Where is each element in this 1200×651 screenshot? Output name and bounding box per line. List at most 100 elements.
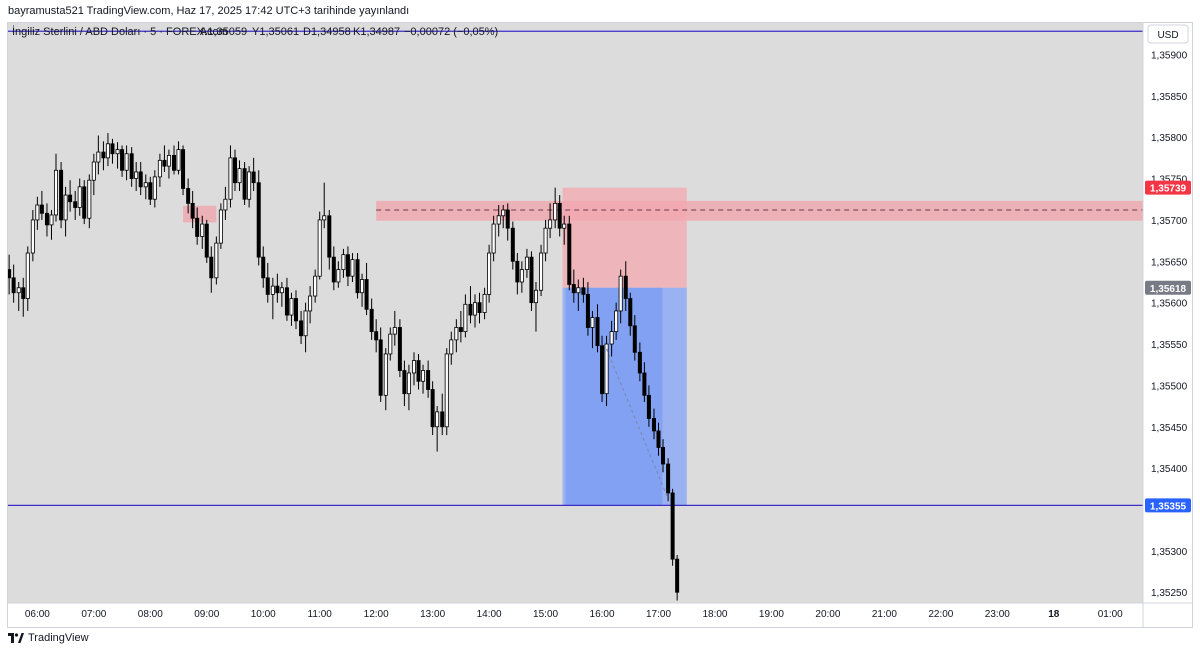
candle bbox=[30, 209, 35, 262]
candle-body bbox=[293, 298, 298, 322]
candle bbox=[472, 294, 477, 328]
currency-button[interactable] bbox=[1147, 24, 1189, 44]
candle bbox=[313, 269, 318, 303]
candle-body bbox=[440, 411, 445, 428]
candle bbox=[529, 251, 534, 311]
candle-body bbox=[228, 157, 233, 200]
candle-body bbox=[96, 151, 101, 163]
candle bbox=[303, 302, 308, 353]
candle bbox=[642, 362, 647, 402]
candle-body bbox=[63, 194, 68, 221]
candle-body bbox=[157, 159, 162, 178]
candle bbox=[129, 147, 134, 187]
candle-body bbox=[590, 317, 595, 328]
candle-body bbox=[279, 287, 284, 294]
time-tick-label: 01:00 bbox=[1098, 609, 1123, 620]
candle bbox=[247, 166, 252, 208]
candle-body bbox=[618, 275, 623, 312]
candle bbox=[378, 327, 383, 402]
candle-body bbox=[242, 168, 247, 200]
time-tick-label: 18:00 bbox=[702, 609, 727, 620]
candle bbox=[152, 170, 157, 208]
candle bbox=[181, 145, 186, 196]
candle bbox=[632, 315, 637, 361]
candle-body bbox=[73, 201, 78, 208]
candle bbox=[604, 335, 609, 407]
candle-body bbox=[539, 252, 544, 291]
candle-body bbox=[571, 284, 576, 294]
candle bbox=[134, 162, 139, 191]
candle bbox=[49, 209, 54, 240]
price-tick-label: 1,35400 bbox=[1151, 464, 1188, 475]
candle bbox=[548, 203, 553, 239]
candle bbox=[279, 281, 284, 307]
candle bbox=[491, 215, 496, 262]
candle bbox=[501, 205, 506, 229]
legend-change: −0,00072 (−0,05%) bbox=[404, 26, 498, 38]
time-tick-label: 06:00 bbox=[25, 609, 50, 620]
candle bbox=[595, 304, 600, 353]
candle-body bbox=[392, 327, 397, 335]
candle-body bbox=[59, 169, 64, 221]
candle-body bbox=[204, 223, 209, 258]
price-chart[interactable]: 1,35250 1,35300 1,35400 1,35450 1,35500 1,355… bbox=[8, 23, 1192, 627]
candle bbox=[68, 180, 73, 212]
candle bbox=[265, 262, 270, 303]
candle bbox=[204, 219, 209, 263]
candle-body bbox=[496, 215, 501, 225]
candle bbox=[661, 439, 666, 473]
candle-body bbox=[374, 331, 379, 341]
candle bbox=[454, 319, 459, 353]
candle bbox=[341, 248, 346, 278]
candle-body bbox=[666, 463, 671, 494]
candle-body bbox=[637, 351, 642, 374]
candle bbox=[515, 253, 520, 295]
candle bbox=[416, 353, 421, 390]
candle bbox=[350, 253, 355, 282]
stop-zone bbox=[562, 187, 687, 288]
candle-body bbox=[350, 259, 355, 277]
candle bbox=[675, 555, 680, 601]
candle bbox=[91, 153, 96, 196]
candle bbox=[138, 162, 143, 196]
candle bbox=[609, 320, 614, 357]
candle bbox=[237, 160, 242, 191]
candle-body bbox=[454, 327, 459, 341]
time-tick-label: 12:00 bbox=[364, 609, 389, 620]
candle-body bbox=[265, 277, 270, 295]
time-tick-label: 17:00 bbox=[646, 609, 671, 620]
candle bbox=[228, 145, 233, 208]
time-tick-label: 19:00 bbox=[759, 609, 784, 620]
resistance-zone bbox=[376, 200, 1143, 221]
price-label: 1,35739 bbox=[1145, 180, 1191, 195]
candle-body bbox=[383, 353, 388, 396]
price-label-text: 1,35618 bbox=[1150, 284, 1187, 295]
candle-body bbox=[406, 372, 411, 395]
candle-body bbox=[444, 353, 449, 428]
legend-open: A1,35059 bbox=[200, 26, 247, 38]
candle-body bbox=[152, 176, 157, 200]
candle-body bbox=[143, 182, 148, 188]
candle bbox=[157, 153, 162, 187]
candle bbox=[600, 335, 605, 402]
candle bbox=[251, 157, 256, 191]
candle-body bbox=[341, 254, 346, 270]
candle-body bbox=[581, 287, 586, 295]
candle bbox=[543, 219, 548, 262]
candle bbox=[275, 273, 280, 303]
price-tick-label: 1,35650 bbox=[1151, 257, 1188, 268]
price-tick-label: 1,35700 bbox=[1151, 216, 1188, 227]
candle-body bbox=[651, 418, 656, 432]
candle bbox=[440, 393, 445, 436]
candle-body bbox=[101, 151, 106, 159]
legend-close: K1,34987 bbox=[353, 26, 400, 38]
candle bbox=[124, 145, 129, 181]
candle-body bbox=[482, 293, 487, 313]
candle-body bbox=[412, 360, 417, 374]
candle bbox=[463, 294, 468, 338]
candle bbox=[496, 205, 501, 237]
candle bbox=[614, 302, 619, 340]
candle bbox=[426, 360, 431, 398]
candle bbox=[590, 310, 595, 349]
candle bbox=[388, 327, 393, 361]
